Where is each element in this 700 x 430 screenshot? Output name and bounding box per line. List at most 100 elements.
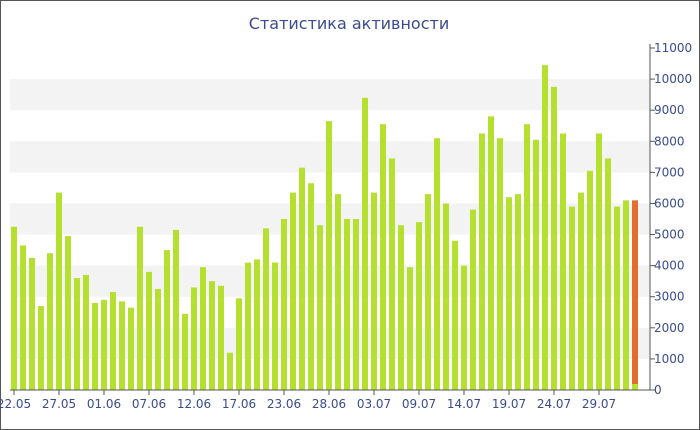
axes: [10, 44, 651, 391]
bar: [173, 229, 179, 390]
y-tick-label: 7000: [654, 165, 685, 179]
bar: [254, 259, 260, 390]
bar-series: [11, 65, 638, 391]
bar: [83, 274, 89, 390]
bar: [407, 267, 413, 390]
bar: [524, 124, 530, 390]
bar: [155, 288, 161, 390]
y-tick-label: 8000: [654, 134, 685, 148]
bar: [398, 225, 404, 390]
bar: [209, 281, 215, 390]
chart-title: Статистика активности: [248, 14, 450, 33]
bar: [587, 170, 593, 390]
bar: [488, 116, 494, 391]
y-tick-label: 0: [654, 383, 662, 397]
y-tick-label: 6000: [654, 196, 685, 210]
bar: [290, 192, 296, 390]
x-tick-label: 14.07: [447, 397, 481, 411]
bar: [29, 257, 35, 390]
bar: [569, 206, 575, 390]
bar: [218, 285, 224, 390]
bar: [263, 228, 269, 390]
bar: [56, 192, 62, 390]
bar: [146, 271, 152, 390]
bar: [281, 219, 287, 390]
bar: [200, 267, 206, 390]
bar: [380, 124, 386, 390]
bar: [191, 287, 197, 390]
x-tick-label: 12.06: [177, 397, 211, 411]
bar: [434, 138, 440, 390]
bar: [371, 192, 377, 390]
bar: [65, 236, 71, 390]
y-tick-label: 9000: [654, 103, 685, 117]
bar: [452, 240, 458, 390]
x-tick-label: 22.05: [0, 397, 31, 411]
y-tick-label: 3000: [654, 290, 685, 304]
bar: [389, 158, 395, 390]
x-tick-label: 07.06: [132, 397, 166, 411]
x-tick-label: 29.07: [582, 397, 616, 411]
y-tick-label: 1000: [654, 352, 685, 366]
x-tick-label: 28.06: [312, 397, 346, 411]
bar: [308, 183, 314, 390]
bar: [119, 301, 125, 390]
bar: [443, 203, 449, 390]
bar: [110, 292, 116, 390]
x-tick-label: 27.05: [42, 397, 76, 411]
y-tick-label: 2000: [654, 321, 685, 335]
bar: [542, 65, 548, 390]
x-tick-label: 23.06: [267, 397, 301, 411]
y-tick-label: 11000: [654, 41, 692, 55]
bar: [299, 167, 305, 390]
bar: [92, 302, 98, 390]
bar: [74, 278, 80, 390]
x-tick-label: 17.06: [222, 397, 256, 411]
y-tick-label: 4000: [654, 259, 685, 273]
bar: [461, 265, 467, 390]
bar: [164, 250, 170, 390]
bar: [344, 219, 350, 390]
bar: [614, 206, 620, 390]
bar: [137, 226, 143, 390]
bar: [236, 298, 242, 390]
bar: [596, 133, 602, 390]
bar: [362, 97, 368, 390]
bar: [335, 194, 341, 390]
x-tick-label: 19.07: [492, 397, 526, 411]
bar: [479, 133, 485, 390]
y-axis-ticks: 0 1000 2000 3000 4000 5000 6000 7000 8000 9000 100…: [650, 41, 692, 397]
bar: [560, 133, 566, 390]
bar: [128, 307, 134, 390]
bar: [38, 306, 44, 390]
bar-highlight: [632, 200, 638, 390]
bar: [623, 200, 629, 390]
x-tick-label: 24.07: [537, 397, 571, 411]
bar: [605, 158, 611, 390]
bar: [101, 299, 107, 390]
bar: [317, 225, 323, 390]
bar: [20, 245, 26, 390]
x-tick-label: 03.07: [357, 397, 391, 411]
bar: [245, 262, 251, 390]
y-tick-label: 10000: [654, 72, 692, 86]
y-tick-label: 5000: [654, 228, 685, 242]
bar: [416, 222, 422, 390]
bar: [578, 192, 584, 390]
x-tick-label: 09.07: [402, 397, 436, 411]
bar: [506, 197, 512, 390]
bar: [497, 138, 503, 390]
bar: [272, 262, 278, 390]
bar: [11, 226, 17, 390]
x-axis-ticks: 22.05 27.05 01.06 07.06 12.06 17.06 23.06 28.06…: [0, 390, 616, 411]
bar: [227, 352, 233, 390]
bar: [182, 313, 188, 390]
bar: [470, 209, 476, 390]
bar: [515, 194, 521, 390]
x-tick-label: 01.06: [87, 397, 121, 411]
bar: [326, 121, 332, 391]
bar: [353, 219, 359, 390]
bar: [425, 194, 431, 390]
bar-highlight-base: [632, 384, 638, 390]
